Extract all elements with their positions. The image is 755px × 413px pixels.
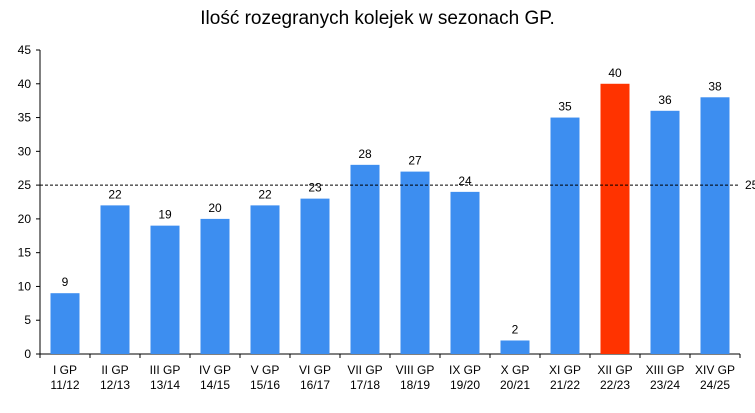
bar <box>700 97 730 355</box>
x-tick-label: XII GP <box>597 363 632 377</box>
data-label: 27 <box>408 154 422 168</box>
y-tick-label: 20 <box>18 212 32 226</box>
x-tick-label: 14/15 <box>200 378 230 392</box>
x-tick-label: I GP <box>53 363 77 377</box>
y-tick-label: 45 <box>18 43 32 57</box>
bar <box>450 191 480 354</box>
data-label: 22 <box>258 187 272 201</box>
data-label: 23 <box>308 181 322 195</box>
data-label: 2 <box>512 322 519 336</box>
data-label: 20 <box>208 201 222 215</box>
bar <box>200 218 230 354</box>
x-tick-label: 12/13 <box>100 378 130 392</box>
bar <box>50 293 80 354</box>
x-tick-label: XIV GP <box>695 363 735 377</box>
x-tick-label: 11/12 <box>50 378 79 392</box>
bar <box>150 225 180 354</box>
bar <box>400 171 430 354</box>
bar <box>650 110 680 354</box>
bar <box>300 198 330 354</box>
x-tick-label: 15/16 <box>250 378 280 392</box>
x-tick-label: 24/25 <box>700 378 730 392</box>
y-tick-label: 40 <box>18 77 32 91</box>
x-tick-label: 23/24 <box>650 378 680 392</box>
reference-line-label: 25 <box>745 178 755 192</box>
data-label: 36 <box>658 93 672 107</box>
x-tick-label: II GP <box>101 363 128 377</box>
data-label: 40 <box>608 66 622 80</box>
x-tick-label: V GP <box>251 363 280 377</box>
x-tick-label: 22/23 <box>600 378 630 392</box>
x-tick-label: 19/20 <box>450 378 480 392</box>
y-tick-label: 35 <box>18 111 32 125</box>
x-tick-label: VIII GP <box>396 363 435 377</box>
data-label: 9 <box>62 275 69 289</box>
data-label: 28 <box>358 147 372 161</box>
bar <box>250 205 280 354</box>
data-label: 22 <box>108 187 122 201</box>
bar <box>100 205 130 354</box>
x-tick-label: 20/21 <box>500 378 530 392</box>
x-tick-label: VII GP <box>347 363 382 377</box>
x-tick-label: 17/18 <box>350 378 380 392</box>
x-tick-label: VI GP <box>299 363 331 377</box>
data-label: 19 <box>158 208 172 222</box>
x-tick-label: 21/22 <box>550 378 580 392</box>
x-tick-label: X GP <box>501 363 530 377</box>
y-tick-label: 30 <box>18 144 32 158</box>
x-tick-label: 13/14 <box>150 378 180 392</box>
y-tick-label: 25 <box>18 178 32 192</box>
x-tick-label: IV GP <box>199 363 231 377</box>
bar <box>500 340 530 354</box>
x-tick-label: 18/19 <box>400 378 430 392</box>
x-tick-label: III GP <box>150 363 181 377</box>
data-label: 24 <box>458 174 472 188</box>
chart-title: Ilość rozegranych kolejek w sezonach GP. <box>200 8 555 29</box>
x-tick-label: XIII GP <box>646 363 685 377</box>
y-tick-label: 10 <box>18 279 32 293</box>
x-tick-label: IX GP <box>449 363 481 377</box>
bar <box>600 83 630 355</box>
y-tick-label: 0 <box>24 347 31 361</box>
y-tick-label: 5 <box>24 313 31 327</box>
data-label: 35 <box>558 100 572 114</box>
bar <box>550 117 580 354</box>
data-label: 38 <box>708 79 722 93</box>
x-tick-label: XI GP <box>549 363 581 377</box>
bar <box>350 164 380 354</box>
x-tick-label: 16/17 <box>300 378 330 392</box>
y-tick-label: 15 <box>18 246 32 260</box>
